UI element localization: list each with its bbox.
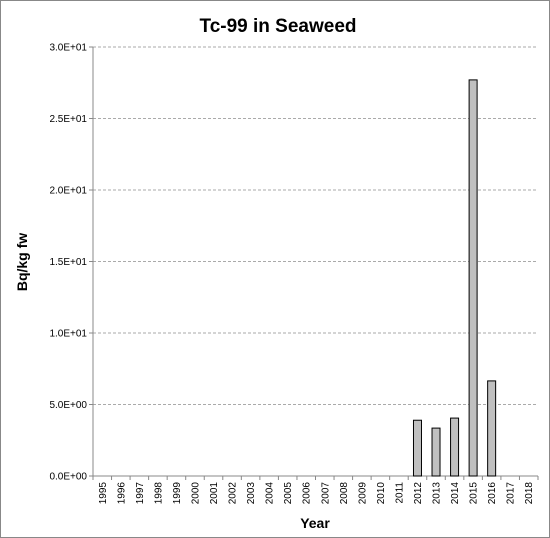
x-tick-label: 1995 <box>98 482 109 505</box>
x-tick-label: 2002 <box>228 482 239 505</box>
x-tick-label: 2012 <box>413 482 424 505</box>
bar <box>487 380 497 477</box>
bar <box>468 79 478 477</box>
x-tick-label: 2001 <box>209 482 220 505</box>
y-tick-label: 5.0E+00 <box>49 400 87 411</box>
x-tick-label: 2011 <box>394 482 405 504</box>
bar <box>450 417 460 477</box>
bar <box>412 419 422 477</box>
x-tick-label: 1997 <box>135 482 146 505</box>
x-tick-label: 2000 <box>190 482 201 505</box>
y-tick-label: 0.0E+00 <box>49 472 87 483</box>
x-tick-label: 2013 <box>432 482 443 505</box>
x-tick-label: 2003 <box>246 482 257 505</box>
x-tick-label: 2018 <box>524 482 535 505</box>
bar <box>431 427 441 477</box>
x-tick-label: 2008 <box>339 482 350 505</box>
y-tick-label: 3.0E+01 <box>49 43 87 54</box>
x-tick-label: 2010 <box>376 482 387 505</box>
x-tick-label: 1996 <box>116 482 127 505</box>
x-tick-label: 1998 <box>153 482 164 505</box>
chart-title: Tc-99 in Seaweed <box>200 16 357 37</box>
y-tick-label: 1.5E+01 <box>49 257 87 268</box>
y-tick-label: 1.0E+01 <box>49 329 87 340</box>
x-tick-label: 2015 <box>469 482 480 505</box>
x-tick-label: 2017 <box>506 482 517 505</box>
x-tick-label: 2016 <box>487 482 498 505</box>
x-tick-label: 1999 <box>172 482 183 505</box>
x-tick-label: 2006 <box>302 482 313 505</box>
y-axis-title: Bq/kg fw <box>14 233 30 291</box>
x-tick-label: 2009 <box>357 482 368 505</box>
x-tick-label: 2014 <box>450 482 461 505</box>
x-tick-label: 2004 <box>265 482 276 505</box>
y-tick-label: 2.5E+01 <box>49 114 87 125</box>
x-tick-label: 2007 <box>320 482 331 505</box>
y-tick-label: 2.0E+01 <box>49 186 87 197</box>
x-axis-title: Year <box>300 515 330 531</box>
x-tick-label: 2005 <box>283 482 294 505</box>
